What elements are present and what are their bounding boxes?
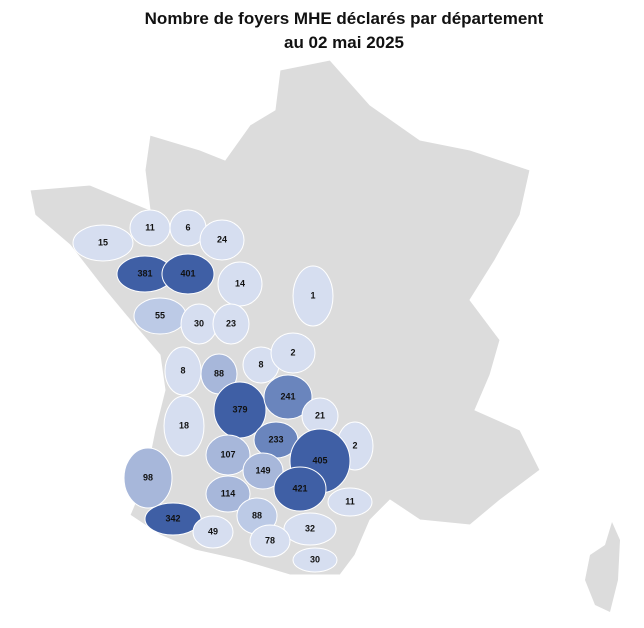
department <box>205 475 251 513</box>
department <box>72 224 134 262</box>
department-value: 78 <box>265 535 275 545</box>
department-value: 405 <box>312 455 327 465</box>
department-value: 14 <box>235 278 245 288</box>
department-value: 149 <box>255 465 270 475</box>
department <box>199 219 245 261</box>
department-value: 15 <box>98 237 108 247</box>
department-value: 8 <box>258 359 263 369</box>
department-value: 21 <box>315 410 325 420</box>
department-value: 11 <box>345 496 355 506</box>
department-value: 88 <box>252 510 262 520</box>
department-value: 6 <box>185 222 190 232</box>
department-value: 401 <box>180 268 195 278</box>
department-value: 114 <box>221 488 236 498</box>
department <box>212 303 250 345</box>
department <box>273 466 327 512</box>
department-value: 49 <box>208 526 218 536</box>
department <box>327 487 373 517</box>
france-outline <box>29 59 541 576</box>
corsica <box>585 522 620 612</box>
department-value: 24 <box>217 234 227 244</box>
department <box>217 261 263 307</box>
department-value: 98 <box>143 472 153 482</box>
department-value: 55 <box>155 310 165 320</box>
department <box>163 395 205 457</box>
department <box>242 452 284 490</box>
department-value: 381 <box>137 268 152 278</box>
department-value: 88 <box>214 368 224 378</box>
department-value: 8 <box>180 365 185 375</box>
department-value: 233 <box>268 434 283 444</box>
department-value: 241 <box>280 391 295 401</box>
department-value: 107 <box>220 449 235 459</box>
department <box>292 265 334 327</box>
title-line: au 02 mai 2025 <box>284 33 404 52</box>
department <box>205 434 251 476</box>
department <box>161 253 215 295</box>
title-line: Nombre de foyers MHE déclarés par départ… <box>145 9 544 28</box>
department <box>164 346 202 396</box>
department-value: 11 <box>145 222 155 232</box>
department-value: 23 <box>226 318 236 328</box>
department <box>123 447 173 509</box>
department <box>263 374 313 420</box>
department-value: 30 <box>194 318 204 328</box>
department-value: 18 <box>179 420 189 430</box>
department <box>192 515 234 549</box>
department-value: 342 <box>165 513 180 523</box>
department-value: 379 <box>232 404 247 414</box>
department <box>270 332 316 374</box>
department-value: 2 <box>290 347 295 357</box>
department-value: 30 <box>310 554 320 564</box>
department-value: 32 <box>305 523 315 533</box>
department <box>249 524 291 558</box>
department-value: 2 <box>352 440 357 450</box>
department-value: 421 <box>292 483 307 493</box>
department <box>292 547 338 573</box>
department-value: 1 <box>310 290 315 300</box>
